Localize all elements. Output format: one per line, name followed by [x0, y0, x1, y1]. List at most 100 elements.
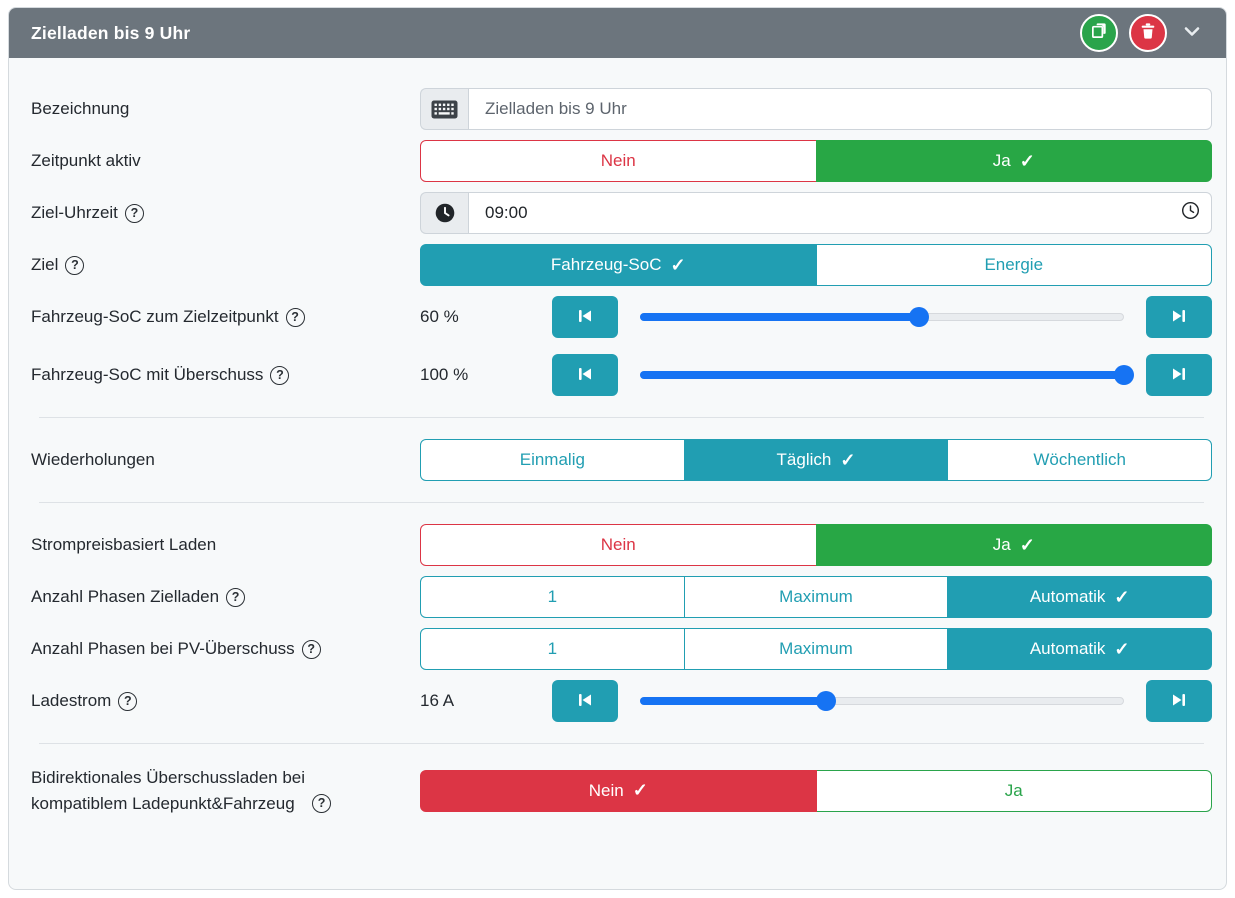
row-ladestrom: Ladestrom ? 16 A	[31, 680, 1212, 722]
charging-plan-card: Zielladen bis 9 Uhr	[8, 7, 1227, 890]
help-icon[interactable]: ?	[118, 691, 138, 711]
phasen-pv-maximum-button[interactable]: Maximum	[683, 628, 949, 670]
ladestrom-label: Ladestrom ?	[31, 688, 420, 714]
row-strompreisbasiert: Strompreisbasiert Laden Nein Ja ✓	[31, 524, 1212, 566]
card-body: Bezeichnung	[9, 58, 1226, 866]
skip-backward-icon	[575, 306, 595, 329]
zeitpunkt-aktiv-ja-button[interactable]: Ja ✓	[815, 140, 1212, 182]
wiederholungen-einmalig-button[interactable]: Einmalig	[420, 439, 685, 481]
duplicate-plan-button[interactable]	[1080, 14, 1118, 52]
soc-ueberschuss-max-button[interactable]	[1146, 354, 1212, 396]
keyboard-icon	[420, 88, 468, 130]
slider-fill	[640, 697, 827, 705]
row-ziel-uhrzeit: Ziel-Uhrzeit ?	[31, 192, 1212, 234]
strompreisbasiert-toggle: Nein Ja ✓	[420, 524, 1212, 566]
soc-ueberschuss-min-button[interactable]	[552, 354, 618, 396]
card-header: Zielladen bis 9 Uhr	[9, 8, 1226, 58]
zeitpunkt-aktiv-nein-button[interactable]: Nein	[420, 140, 817, 182]
phasen-pv-automatik-button[interactable]: Automatik ✓	[947, 628, 1213, 670]
check-icon: ✓	[1019, 534, 1035, 555]
section-divider	[39, 743, 1204, 744]
phasen-zielladen-maximum-button[interactable]: Maximum	[683, 576, 949, 618]
help-icon[interactable]: ?	[124, 203, 144, 223]
soc-ueberschuss-slider[interactable]	[640, 354, 1134, 396]
wiederholungen-taeglich-button[interactable]: Täglich ✓	[683, 439, 949, 481]
row-wiederholungen: Wiederholungen Einmalig Täglich ✓ Wöchen…	[31, 439, 1213, 481]
ladestrom-value: 16 A	[420, 691, 455, 710]
phasen-zielladen-1-button[interactable]: 1	[420, 576, 685, 618]
slider-thumb[interactable]	[1114, 365, 1134, 385]
help-icon[interactable]: ?	[312, 794, 332, 813]
row-phasen-pv: Anzahl Phasen bei PV-Überschuss ? 1 Maxi…	[31, 628, 1213, 670]
soc-zielzeitpunkt-label: Fahrzeug-SoC zum Zielzeitpunkt ?	[31, 304, 420, 330]
soc-zielzeitpunkt-value: 60 %	[420, 307, 459, 326]
skip-forward-icon	[1169, 364, 1189, 387]
ladestrom-max-button[interactable]	[1146, 680, 1212, 722]
copy-icon	[1090, 21, 1109, 45]
phasen-zielladen-toggle: 1 Maximum Automatik ✓	[420, 576, 1213, 618]
delete-plan-button[interactable]	[1129, 14, 1167, 52]
ladestrom-min-button[interactable]	[552, 680, 618, 722]
bezeichnung-label: Bezeichnung	[31, 99, 130, 119]
collapse-plan-button[interactable]	[1180, 19, 1204, 48]
check-icon: ✓	[1019, 150, 1035, 171]
help-icon[interactable]: ?	[226, 587, 246, 607]
soc-zielzeitpunkt-min-button[interactable]	[552, 296, 618, 338]
check-icon: ✓	[840, 449, 856, 470]
ladestrom-slider[interactable]	[640, 680, 1124, 722]
trash-icon	[1139, 22, 1157, 45]
row-bidirektional: Bidirektionales Überschussladen bei komp…	[31, 765, 1212, 816]
row-ziel: Ziel ? Fahrzeug-SoC ✓ Energie	[31, 244, 1212, 286]
phasen-zielladen-automatik-button[interactable]: Automatik ✓	[947, 576, 1213, 618]
chevron-down-icon	[1180, 19, 1204, 48]
check-icon: ✓	[670, 254, 686, 275]
soc-ueberschuss-value: 100 %	[420, 365, 469, 384]
wiederholungen-label: Wiederholungen	[31, 450, 155, 470]
strompreisbasiert-label: Strompreisbasiert Laden	[31, 535, 217, 555]
help-icon[interactable]: ?	[285, 307, 305, 327]
skip-backward-icon	[575, 364, 595, 387]
wiederholungen-toggle: Einmalig Täglich ✓ Wöchentlich	[420, 439, 1213, 481]
check-icon: ✓	[632, 780, 648, 800]
soc-zielzeitpunkt-slider[interactable]	[640, 296, 1124, 338]
ziel-toggle: Fahrzeug-SoC ✓ Energie	[420, 244, 1212, 286]
wiederholungen-woechentlich-button[interactable]: Wöchentlich	[947, 439, 1213, 481]
row-phasen-zielladen: Anzahl Phasen Zielladen ? 1 Maximum Auto…	[31, 576, 1213, 618]
ziel-label: Ziel ?	[31, 252, 420, 278]
soc-zielzeitpunkt-max-button[interactable]	[1146, 296, 1212, 338]
row-bezeichnung: Bezeichnung	[31, 88, 1212, 130]
row-soc-zielzeitpunkt: Fahrzeug-SoC zum Zielzeitpunkt ? 60 %	[31, 296, 1212, 338]
zeitpunkt-aktiv-label: Zeitpunkt aktiv	[31, 151, 141, 171]
check-icon: ✓	[1114, 638, 1130, 659]
bidirektional-label: Bidirektionales Überschussladen bei komp…	[31, 765, 420, 816]
bidirektional-nein-button[interactable]: Nein ✓	[420, 769, 817, 812]
slider-fill	[640, 313, 920, 321]
bidirektional-ja-button[interactable]: Ja	[815, 769, 1212, 812]
check-icon: ✓	[1114, 586, 1130, 607]
phasen-pv-1-button[interactable]: 1	[420, 628, 685, 670]
bezeichnung-input[interactable]	[468, 88, 1212, 130]
phasen-pv-toggle: 1 Maximum Automatik ✓	[420, 628, 1213, 670]
ziel-uhrzeit-input[interactable]	[468, 192, 1212, 234]
help-icon[interactable]: ?	[270, 365, 290, 385]
row-zeitpunkt-aktiv: Zeitpunkt aktiv Nein Ja ✓	[31, 140, 1212, 182]
skip-forward-icon	[1169, 306, 1189, 329]
ziel-fahrzeug-soc-button[interactable]: Fahrzeug-SoC ✓	[420, 244, 817, 286]
plan-title: Zielladen bis 9 Uhr	[31, 22, 191, 43]
ziel-energie-button[interactable]: Energie	[815, 244, 1212, 286]
slider-fill	[640, 371, 1124, 379]
ziel-uhrzeit-label: Ziel-Uhrzeit ?	[31, 200, 420, 226]
zeitpunkt-aktiv-toggle: Nein Ja ✓	[420, 140, 1212, 182]
skip-backward-icon	[575, 690, 595, 713]
section-divider	[39, 502, 1204, 503]
help-icon[interactable]: ?	[65, 255, 85, 275]
clock-icon	[420, 192, 468, 234]
phasen-zielladen-label: Anzahl Phasen Zielladen ?	[31, 584, 420, 610]
slider-thumb[interactable]	[909, 307, 930, 327]
help-icon[interactable]: ?	[301, 639, 321, 659]
strompreisbasiert-ja-button[interactable]: Ja ✓	[815, 524, 1212, 566]
strompreisbasiert-nein-button[interactable]: Nein	[420, 524, 817, 566]
slider-thumb[interactable]	[816, 691, 837, 711]
phasen-pv-label: Anzahl Phasen bei PV-Überschuss ?	[31, 636, 420, 662]
bidirektional-toggle: Nein ✓ Ja	[420, 769, 1212, 812]
